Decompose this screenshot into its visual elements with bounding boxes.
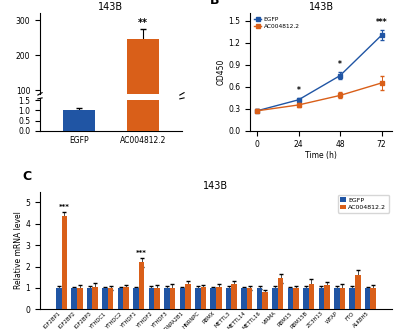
Bar bbox=[87, 288, 92, 309]
Title: 143B: 143B bbox=[98, 2, 124, 13]
Bar bbox=[370, 288, 376, 309]
Bar bbox=[139, 262, 144, 309]
AC004812.2 bbox=[338, 93, 342, 97]
Bar bbox=[123, 287, 129, 309]
Bar bbox=[62, 111, 95, 131]
Bar bbox=[272, 288, 278, 309]
Bar bbox=[195, 288, 200, 309]
AC004812.2 bbox=[379, 81, 384, 85]
X-axis label: Time (h): Time (h) bbox=[305, 151, 337, 160]
Bar bbox=[241, 288, 247, 309]
Bar bbox=[92, 287, 98, 309]
Text: ***: *** bbox=[59, 204, 70, 210]
Legend: EGFP, AC004812.2: EGFP, AC004812.2 bbox=[338, 195, 389, 213]
Bar bbox=[154, 288, 160, 309]
Y-axis label: OD450: OD450 bbox=[216, 59, 226, 85]
Bar bbox=[77, 288, 82, 309]
Bar bbox=[72, 288, 77, 309]
Bar bbox=[293, 288, 299, 309]
Bar bbox=[200, 287, 206, 309]
Bar bbox=[133, 288, 139, 309]
Bar bbox=[324, 285, 330, 309]
Text: ***: *** bbox=[376, 18, 388, 27]
Bar bbox=[62, 216, 67, 309]
Text: B: B bbox=[210, 0, 220, 7]
Bar bbox=[118, 288, 123, 309]
Bar bbox=[210, 288, 216, 309]
Bar bbox=[278, 278, 283, 309]
Bar bbox=[127, 39, 159, 125]
Bar bbox=[247, 288, 252, 309]
Text: **: ** bbox=[138, 17, 148, 28]
Bar bbox=[149, 288, 154, 309]
Bar bbox=[164, 288, 170, 309]
Bar bbox=[108, 288, 114, 309]
Bar bbox=[309, 284, 314, 309]
Text: *: * bbox=[338, 60, 342, 69]
Bar bbox=[288, 288, 293, 309]
EGFP bbox=[254, 109, 259, 113]
Bar bbox=[170, 288, 175, 309]
Bar bbox=[262, 292, 268, 309]
Bar bbox=[216, 287, 222, 309]
Bar bbox=[303, 288, 309, 309]
Bar bbox=[365, 288, 370, 309]
Bar bbox=[127, 100, 159, 131]
Line: AC004812.2: AC004812.2 bbox=[255, 81, 383, 113]
EGFP bbox=[338, 74, 342, 78]
Bar bbox=[257, 288, 262, 309]
Bar bbox=[180, 288, 185, 309]
Bar bbox=[56, 288, 62, 309]
Bar bbox=[318, 288, 324, 309]
Y-axis label: Relative mRNA level: Relative mRNA level bbox=[14, 212, 23, 290]
Bar bbox=[334, 288, 340, 309]
EGFP bbox=[296, 98, 301, 102]
AC004812.2 bbox=[296, 103, 301, 107]
Bar bbox=[355, 275, 360, 309]
Legend: EGFP, AC004812.2: EGFP, AC004812.2 bbox=[253, 16, 301, 30]
Line: EGFP: EGFP bbox=[255, 34, 383, 113]
Bar bbox=[226, 288, 232, 309]
Title: 143B: 143B bbox=[204, 181, 228, 191]
Title: 143B: 143B bbox=[308, 2, 334, 13]
Bar bbox=[232, 284, 237, 309]
Bar bbox=[340, 288, 345, 309]
Text: ***: *** bbox=[136, 250, 147, 256]
Text: C: C bbox=[22, 170, 32, 183]
EGFP bbox=[379, 33, 384, 37]
Bar bbox=[350, 288, 355, 309]
Bar bbox=[102, 288, 108, 309]
Text: *: * bbox=[296, 86, 300, 95]
AC004812.2 bbox=[254, 109, 259, 113]
Bar bbox=[185, 284, 191, 309]
